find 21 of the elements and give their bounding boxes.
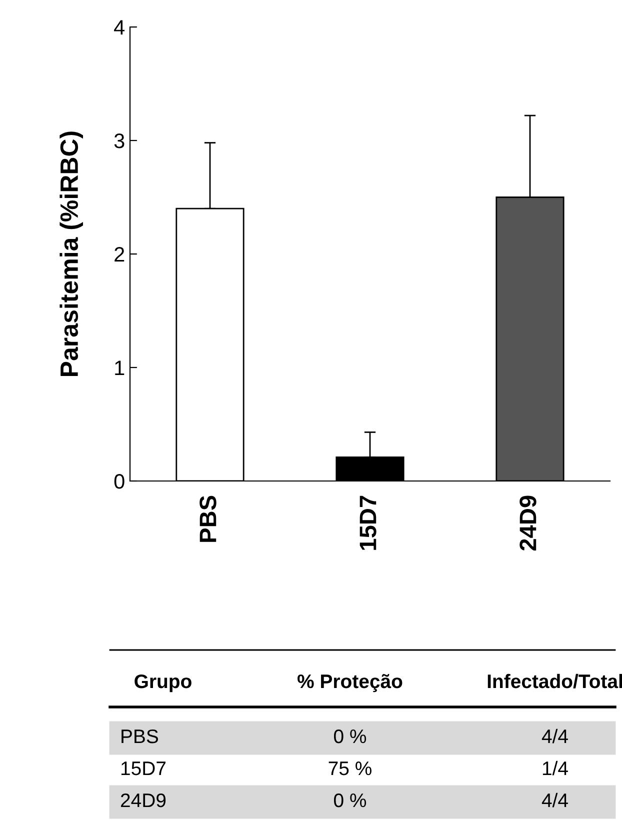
text: Infectado/Total <box>488 674 622 688</box>
text: Grupo <box>134 674 192 692</box>
x-tick-label: 15D7 <box>360 496 376 550</box>
text: 15D7 <box>121 762 166 776</box>
text: 4/4 <box>542 792 568 808</box>
y-axis-title: Parasitemia (%iRBC) <box>60 132 83 376</box>
y-tick-label: 3 <box>114 134 124 148</box>
y-tick-label: 2 <box>114 247 124 262</box>
x-tick-label: 24D9 <box>520 496 536 551</box>
text: 4/4 <box>542 728 568 744</box>
text: 0 % <box>334 729 366 744</box>
text: % Proteção <box>298 674 402 692</box>
y-tick-label: 0 <box>114 474 124 489</box>
text: 1/4 <box>542 760 568 776</box>
x-tick-label: PBS <box>200 496 216 542</box>
text: 75 % <box>328 762 372 776</box>
text: 0 % <box>334 793 366 808</box>
y-tick-label: 4 <box>114 20 125 35</box>
text: 24D9 <box>120 793 166 808</box>
y-tick-label: 1 <box>115 360 124 376</box>
text: PBS <box>122 729 158 744</box>
